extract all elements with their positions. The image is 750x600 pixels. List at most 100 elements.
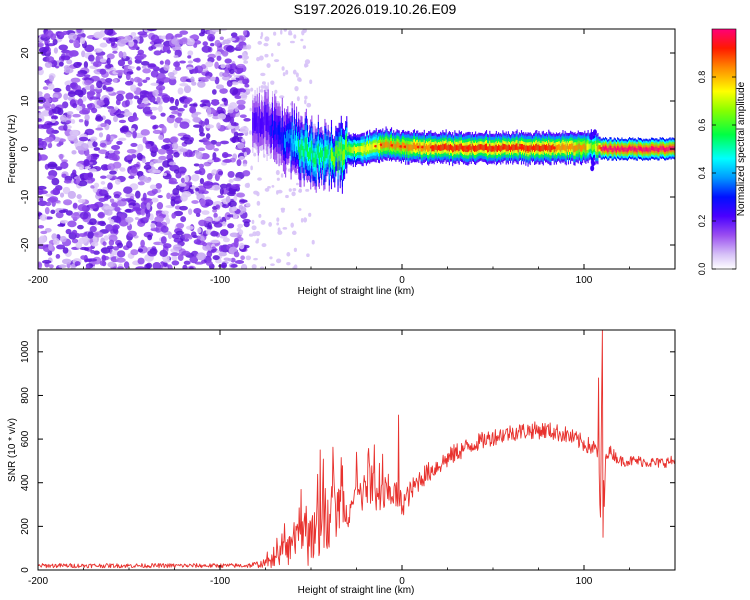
noise-blob bbox=[160, 76, 171, 83]
ridge-cell bbox=[578, 143, 580, 150]
noise-blob bbox=[180, 216, 187, 223]
noise-blob bbox=[71, 150, 77, 155]
spectrogram-ytick-label: 0 bbox=[20, 146, 31, 152]
ridge-cell bbox=[326, 149, 328, 159]
noise-blob bbox=[201, 210, 210, 215]
noise-blob bbox=[71, 229, 78, 235]
noise-blob bbox=[189, 106, 195, 114]
noise-blob bbox=[65, 55, 70, 61]
ridge-cell bbox=[317, 143, 319, 158]
noise-blob bbox=[140, 208, 146, 216]
noise-blob bbox=[99, 142, 107, 148]
noise-blob bbox=[134, 216, 139, 221]
noise-blob bbox=[233, 239, 239, 247]
ridge-cell bbox=[478, 144, 480, 151]
figure-title: S197.2026.019.10.26.E09 bbox=[293, 1, 457, 17]
noise-blob bbox=[65, 228, 72, 235]
ridge-cell bbox=[455, 145, 457, 152]
spectrogram-xlabel: Height of straight line (km) bbox=[298, 286, 415, 297]
ridge-cell bbox=[473, 145, 476, 153]
noise-blob bbox=[131, 154, 137, 159]
ridge-cell bbox=[638, 146, 640, 151]
ridge-cell bbox=[558, 144, 560, 150]
ridge-cell bbox=[324, 147, 326, 162]
noise-blob bbox=[136, 152, 143, 160]
ridge-cell bbox=[321, 150, 323, 162]
noise-blob bbox=[210, 248, 217, 253]
noise-blob bbox=[104, 205, 114, 211]
noise-speckle bbox=[288, 188, 292, 192]
noise-blob bbox=[70, 263, 76, 269]
noise-blob bbox=[146, 202, 151, 210]
noise-blob bbox=[136, 171, 144, 176]
noise-blob bbox=[159, 249, 168, 257]
ridge-cell bbox=[363, 144, 365, 151]
ridge-cell bbox=[671, 145, 673, 151]
ridge-cell bbox=[448, 144, 450, 152]
ridge-cell bbox=[589, 143, 591, 149]
ridge-cell bbox=[449, 143, 452, 150]
ridge-cell bbox=[300, 144, 302, 159]
noise-blob bbox=[93, 250, 100, 255]
noise-blob bbox=[153, 159, 163, 164]
noise-blob bbox=[156, 96, 161, 104]
ridge-cell bbox=[609, 145, 611, 150]
noise-blob bbox=[38, 66, 43, 71]
noise-speckle bbox=[283, 29, 287, 32]
ridge-cell bbox=[513, 144, 515, 151]
ridge-cell bbox=[283, 134, 286, 148]
ridge-cell bbox=[505, 144, 507, 152]
noise-blob bbox=[111, 202, 119, 208]
noise-blob bbox=[146, 29, 157, 32]
ridge-cell bbox=[416, 143, 418, 150]
noise-blob bbox=[100, 181, 106, 185]
noise-blob bbox=[236, 227, 242, 232]
ridge-cell bbox=[518, 143, 520, 150]
noise-blob bbox=[107, 182, 113, 190]
noise-blob bbox=[162, 243, 172, 249]
noise-blob bbox=[152, 169, 161, 174]
noise-blob bbox=[225, 45, 235, 53]
ridge-cell bbox=[659, 145, 661, 150]
ridge-cell bbox=[339, 149, 341, 163]
ridge-cell bbox=[624, 147, 626, 152]
noise-speckle bbox=[298, 189, 302, 193]
noise-speckle bbox=[282, 72, 286, 77]
noise-speckle bbox=[294, 86, 299, 92]
noise-blob bbox=[207, 221, 212, 229]
noise-blob bbox=[40, 230, 48, 235]
ridge-cell bbox=[354, 146, 357, 154]
ridge-cell bbox=[336, 144, 338, 154]
noise-blob bbox=[117, 59, 126, 67]
noise-blob bbox=[52, 237, 60, 246]
ridge-cell bbox=[342, 149, 345, 160]
noise-blob bbox=[98, 149, 108, 155]
ridge-cell bbox=[427, 145, 429, 152]
noise-speckle bbox=[271, 184, 275, 188]
ridge-cell bbox=[576, 144, 578, 151]
noise-blob bbox=[75, 176, 81, 185]
noise-blob bbox=[63, 179, 72, 184]
ridge-cell bbox=[297, 140, 299, 151]
noise-blob bbox=[199, 132, 206, 137]
noise-speckle bbox=[274, 89, 278, 94]
noise-blob bbox=[230, 264, 238, 268]
ridge-cell bbox=[274, 121, 276, 135]
noise-blob bbox=[168, 161, 176, 166]
ridge-cell bbox=[377, 143, 379, 150]
noise-blob bbox=[138, 103, 148, 108]
noise-blob bbox=[96, 99, 106, 106]
ridge-cell bbox=[428, 144, 430, 152]
noise-blob bbox=[108, 239, 115, 246]
noise-blob bbox=[183, 104, 188, 108]
ridge-cell bbox=[293, 130, 295, 145]
ridge-cell bbox=[544, 145, 547, 151]
noise-blob bbox=[117, 250, 126, 258]
noise-blob bbox=[65, 210, 73, 216]
noise-speckle bbox=[245, 255, 252, 261]
ridge-cell bbox=[461, 145, 464, 152]
noise-blob bbox=[194, 261, 204, 265]
noise-speckle bbox=[285, 69, 289, 75]
noise-blob bbox=[179, 30, 189, 35]
noise-blob bbox=[141, 90, 150, 95]
